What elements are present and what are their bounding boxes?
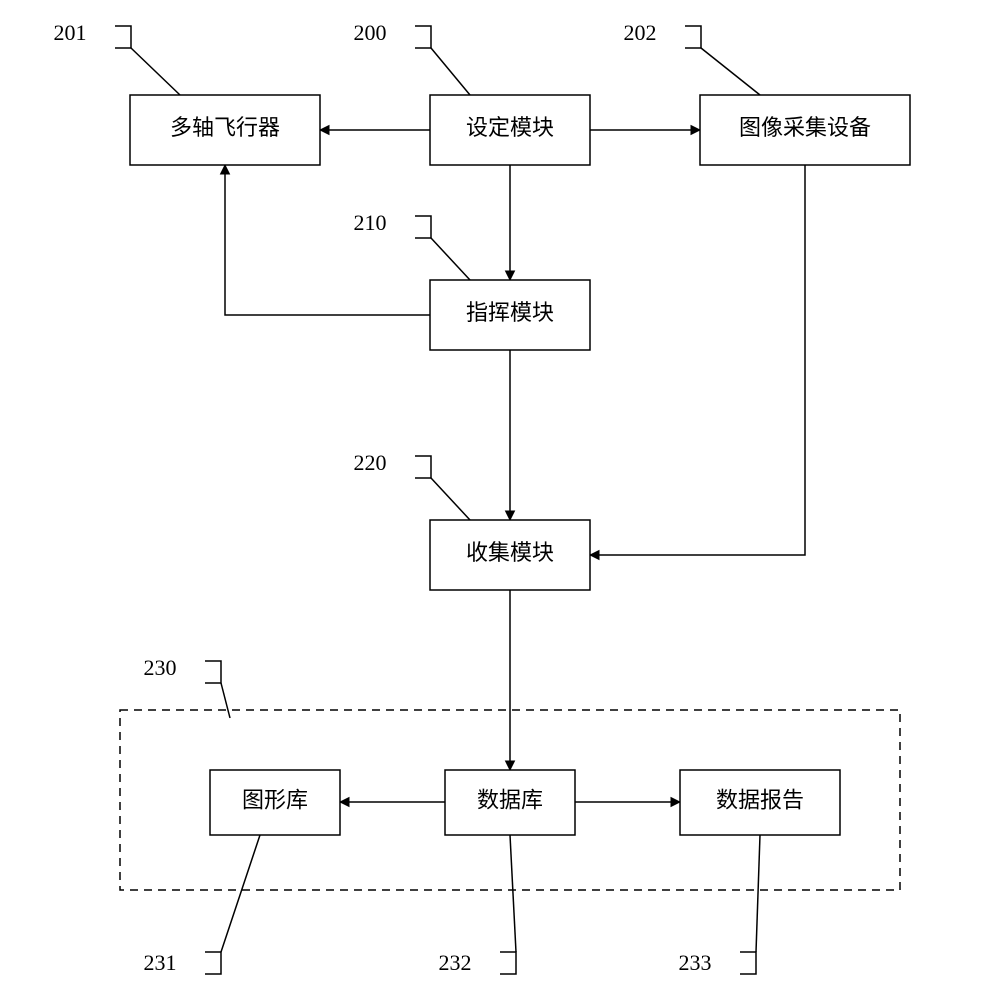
node-n233-label: 数据报告 <box>716 788 804 813</box>
ref-r210-label: 210 <box>354 210 387 235</box>
node-n233: 数据报告 <box>680 770 840 835</box>
ref-r233-label: 233 <box>679 950 712 975</box>
block-diagram: 多轴飞行器 设定模块 图像采集设备指挥模块收集模块图形库 数据库 数据报告 201 200 2… <box>0 0 997 1000</box>
ref-r232-label: 232 <box>439 950 472 975</box>
node-n231-label: 图形库 <box>242 788 308 813</box>
ref-r202-label: 202 <box>624 20 657 45</box>
node-n232: 数据库 <box>445 770 575 835</box>
node-n201-label: 多轴飞行器 <box>170 115 280 140</box>
ref-r201-label: 201 <box>54 20 87 45</box>
node-n202-label: 图像采集设备 <box>739 115 871 140</box>
node-n220: 收集模块 <box>430 520 590 590</box>
node-n232-label: 数据库 <box>477 788 543 813</box>
ref-r231-label: 231 <box>144 950 177 975</box>
node-n200: 设定模块 <box>430 95 590 165</box>
node-n231: 图形库 <box>210 770 340 835</box>
ref-r200-label: 200 <box>354 20 387 45</box>
node-n202: 图像采集设备 <box>700 95 910 165</box>
node-n201: 多轴飞行器 <box>130 95 320 165</box>
ref-r220-label: 220 <box>354 450 387 475</box>
node-n220-label: 收集模块 <box>466 540 554 565</box>
node-n210: 指挥模块 <box>430 280 590 350</box>
node-n200-label: 设定模块 <box>466 115 554 140</box>
node-n210-label: 指挥模块 <box>466 300 554 325</box>
ref-r230-label: 230 <box>144 655 177 680</box>
